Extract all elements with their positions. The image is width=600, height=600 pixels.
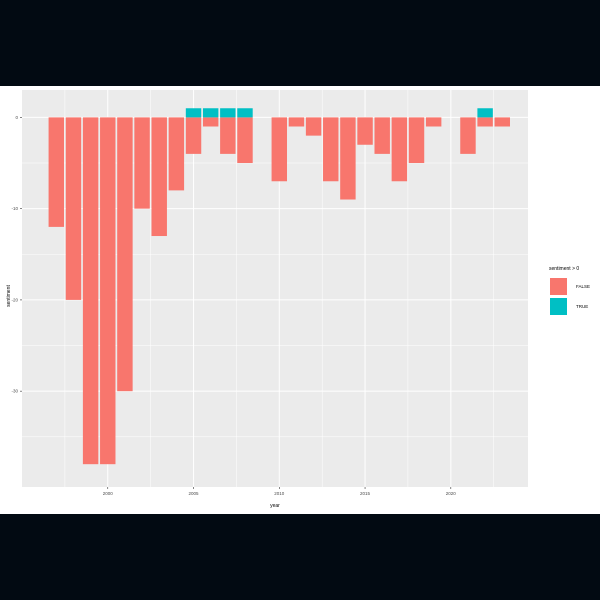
x-axis-title: year [270,503,280,509]
x-tick-label: 2005 [189,491,200,496]
bar-negative [323,117,339,182]
bar-negative [288,117,305,127]
bar-negative [271,117,288,182]
bar-negative [305,117,322,136]
y-axis: 0 -10 -20 -30 [11,115,22,394]
bar-negative [117,117,133,392]
bar-negative [168,117,185,191]
legend-key [550,278,567,295]
y-tick-label: -10 [11,206,18,211]
bar-negative [151,117,167,237]
x-tick-label: 2010 [274,491,285,496]
bar-negative [391,117,408,182]
bar-negative [237,117,253,164]
bar-negative [408,117,425,164]
legend-key [550,298,567,315]
legend: sentiment > 0 FALSE TRUE [549,266,590,315]
legend-label: FALSE [576,284,590,289]
bar-negative [357,117,373,145]
x-tick-label: 2000 [103,491,114,496]
legend-label: TRUE [576,304,588,309]
bar-negative [460,117,476,154]
y-axis-title: sentiment [6,285,12,307]
bar-positive [185,108,202,118]
chart-frame: 0 -10 -20 -30 2000 2005 2010 2015 2020 year sen… [0,86,600,514]
bar-positive [477,108,493,118]
y-tick-label: -20 [11,297,18,302]
bar-negative [340,117,356,200]
bar-positive [202,108,219,118]
bar-negative [374,117,390,154]
x-axis: 2000 2005 2010 2015 2020 [103,487,457,496]
bar-negative [202,117,219,127]
bar-negative [48,117,65,227]
bar-negative [220,117,236,154]
bar-negative [82,117,99,465]
bar-negative [100,117,116,465]
bar-negative [185,117,202,154]
bar-negative [477,117,493,127]
bar-negative [425,117,442,127]
bars [48,108,510,465]
x-tick-label: 2020 [446,491,457,496]
bar-negative [65,117,82,300]
legend-title: sentiment > 0 [549,266,579,272]
bar-negative [134,117,150,209]
x-tick-label: 2015 [360,491,371,496]
bar-positive [220,108,236,118]
bar-positive [237,108,253,118]
bar-negative [494,117,510,127]
bar-chart: 0 -10 -20 -30 2000 2005 2010 2015 2020 year sen… [6,90,590,509]
y-tick-label: 0 [15,115,18,120]
y-tick-label: -30 [11,389,18,394]
